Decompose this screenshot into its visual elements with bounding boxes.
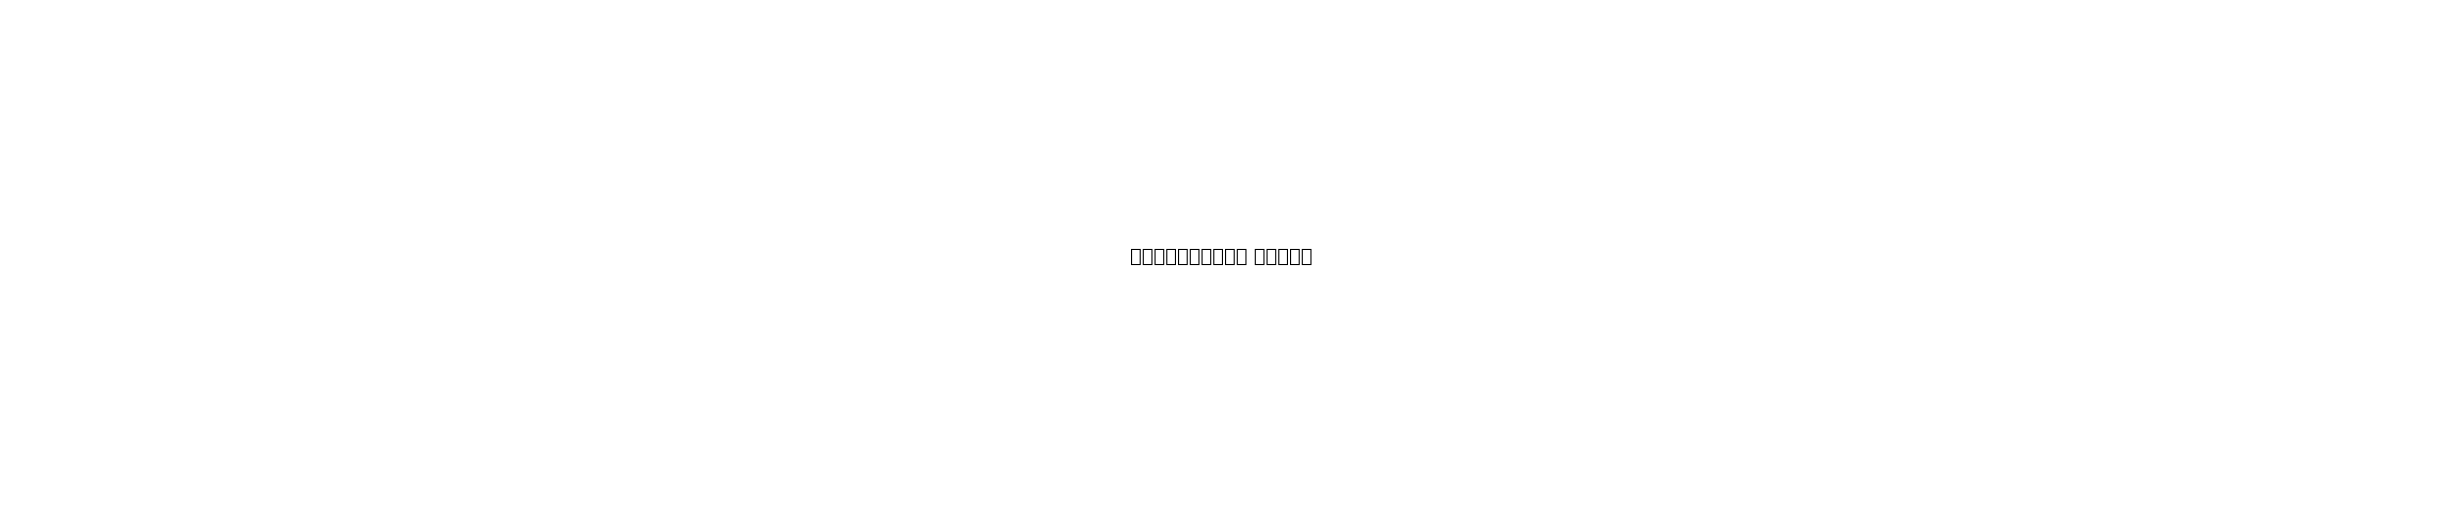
Text: メリチン【ミツバチ】 化学構造式: メリチン【ミツバチ】 化学構造式 — [1131, 247, 1311, 266]
